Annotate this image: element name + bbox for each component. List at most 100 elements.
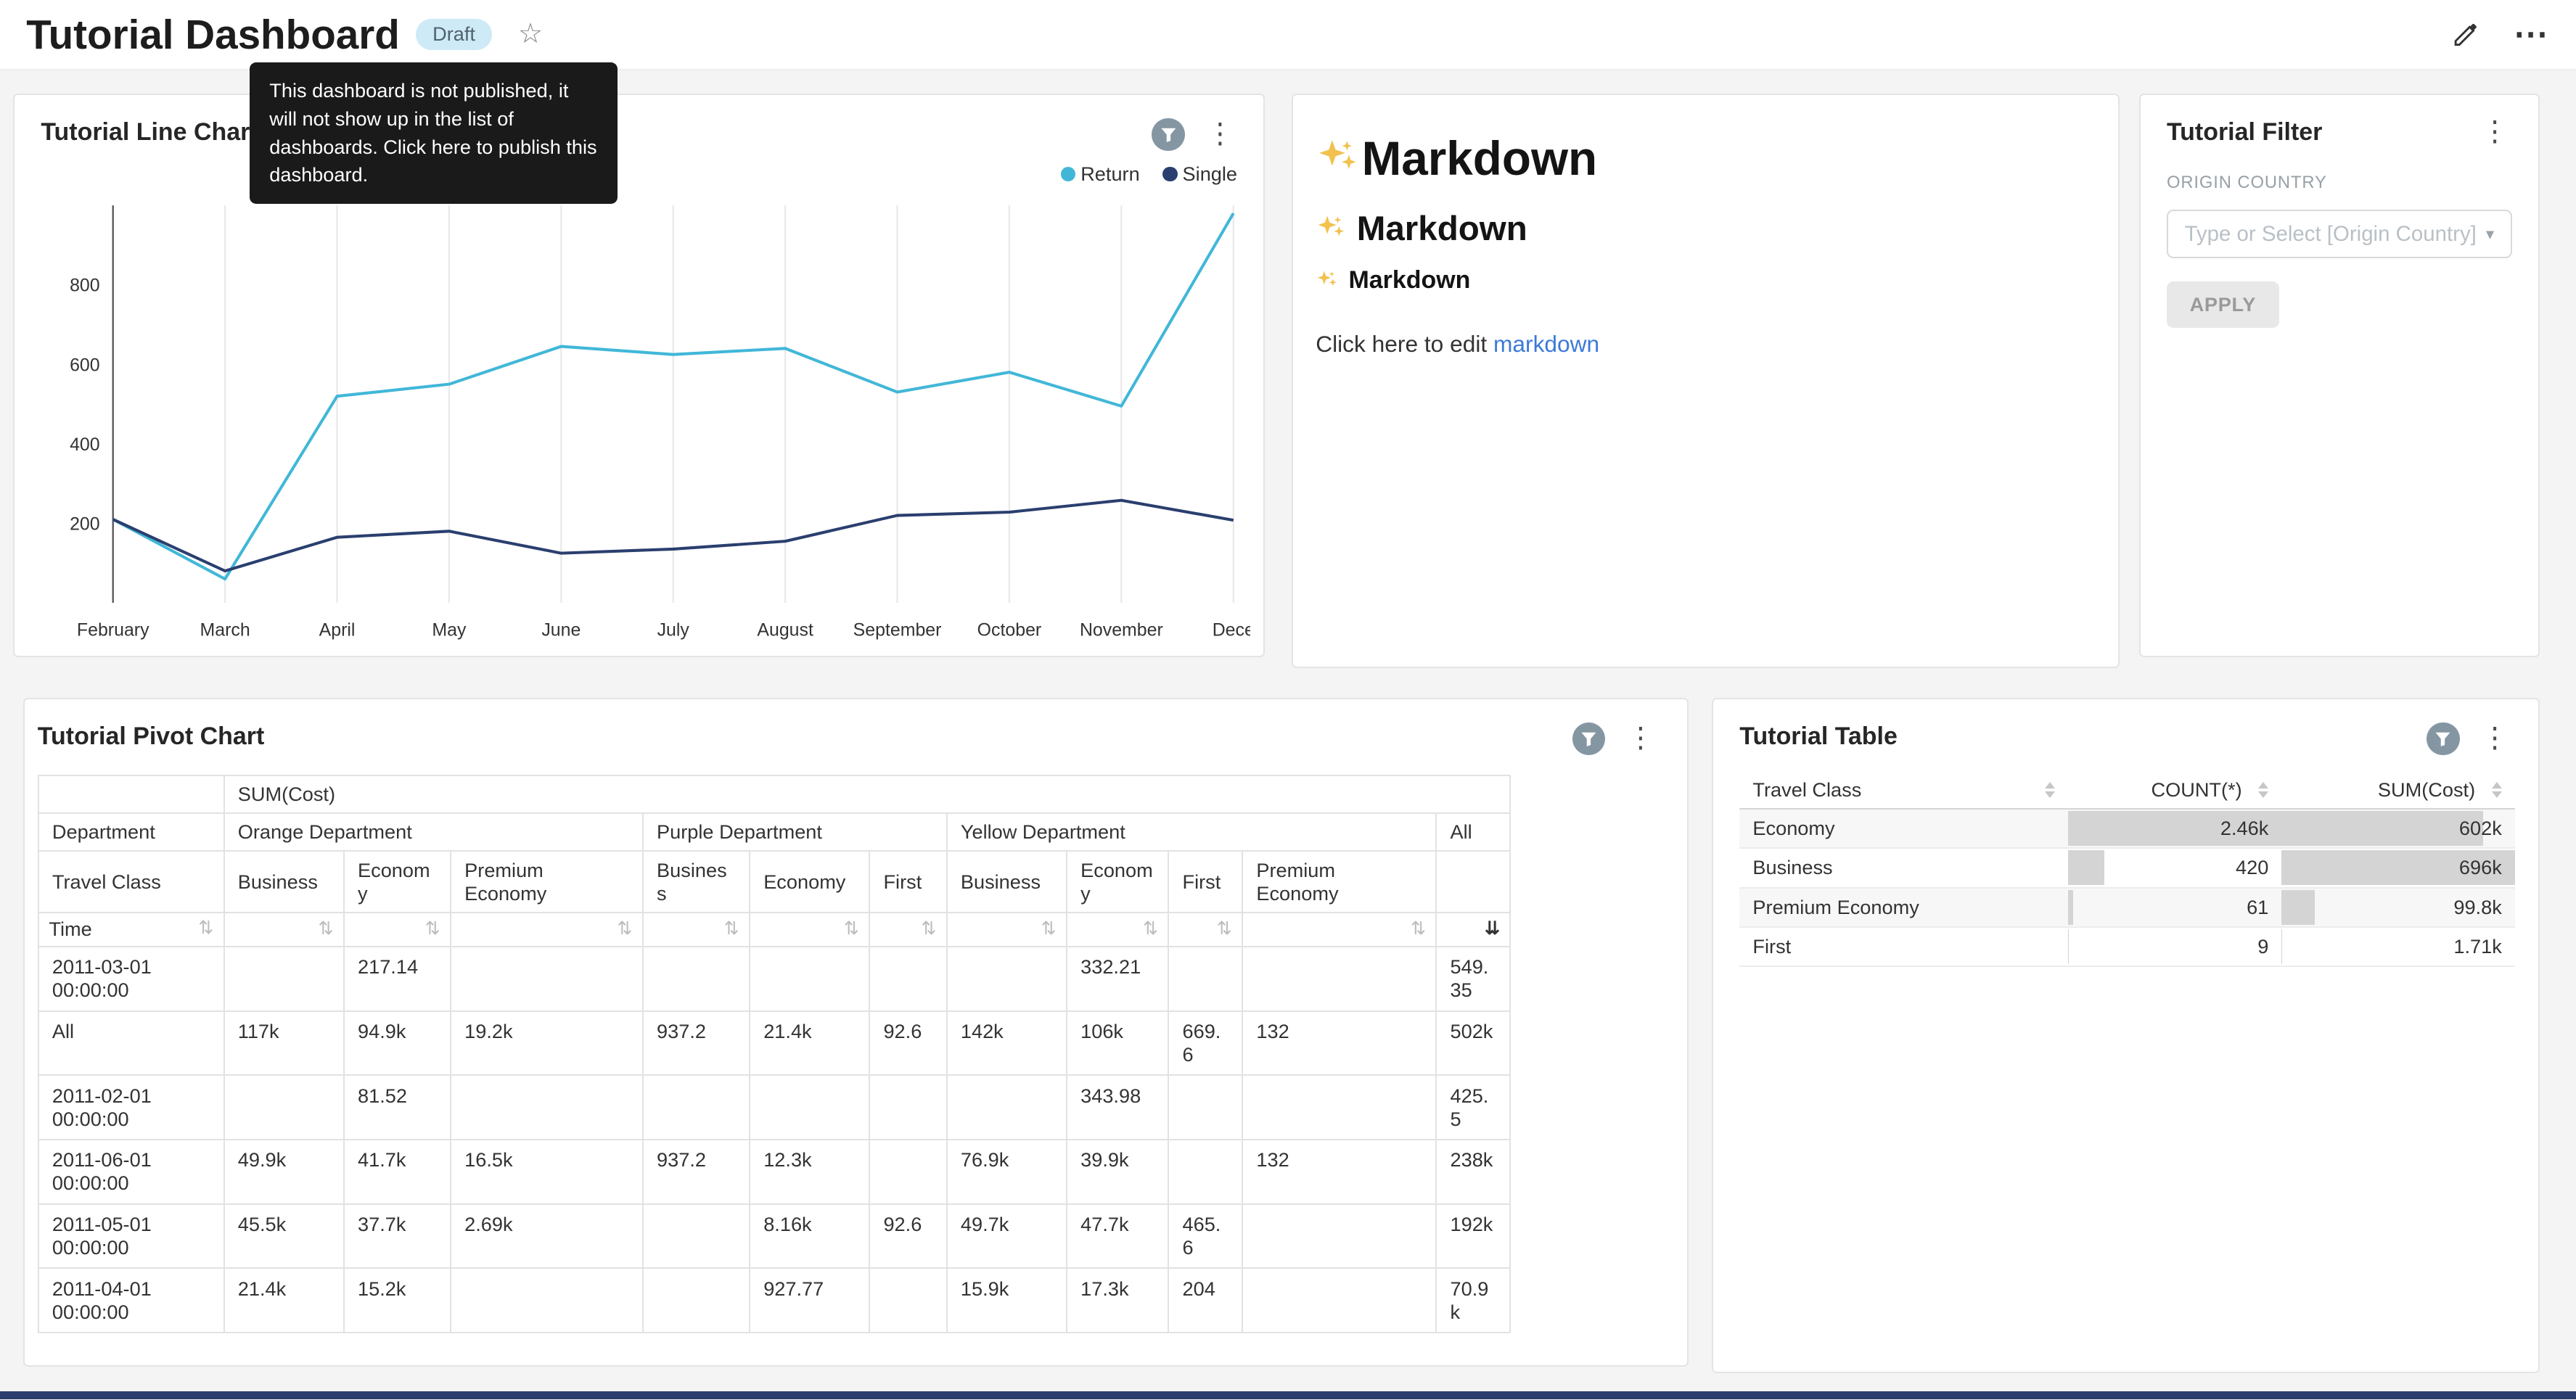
- svg-text:July: July: [657, 619, 690, 640]
- pivot-cell: 92.6: [869, 1203, 948, 1269]
- pivot-cell: [869, 946, 948, 1012]
- pivot-cell: 117k: [223, 1010, 345, 1076]
- pivot-cell: [641, 1203, 751, 1269]
- sort-icon[interactable]: ⇅: [1041, 918, 1057, 939]
- dashboard-header: Tutorial Dashboard Draft ☆ ⋯: [0, 0, 2576, 71]
- sort-icon[interactable]: ⇅: [843, 918, 859, 939]
- sort-icon[interactable]: ⇅: [921, 918, 937, 939]
- draft-status-badge[interactable]: Draft: [416, 19, 492, 51]
- table-header-row: Travel Class COUNT(*) SUM(Cost): [1739, 771, 2515, 810]
- filter-indicator-icon[interactable]: [2427, 722, 2460, 756]
- value-bar: [2068, 850, 2105, 886]
- sort-icon[interactable]: ⇅: [1216, 918, 1232, 939]
- sparkles-icon: [1316, 136, 1360, 181]
- pivot-metric-row: SUM(Cost): [37, 775, 1511, 815]
- markdown-h3: Markdown: [1316, 266, 2095, 295]
- pivot-cell: [223, 946, 345, 1012]
- pivot-cell: 669.6: [1168, 1010, 1244, 1076]
- cell-count: 61: [2068, 887, 2282, 928]
- sort-desc-icon[interactable]: ⇊: [1484, 918, 1500, 939]
- kebab-menu-icon[interactable]: ⋮: [1206, 118, 1234, 150]
- pivot-cell: 15.2k: [342, 1267, 452, 1333]
- svg-text:November: November: [1080, 619, 1163, 640]
- pivot-class-header: [1435, 850, 1511, 913]
- svg-text:400: 400: [70, 435, 101, 455]
- edit-dashboard-icon[interactable]: [2451, 20, 2481, 49]
- sort-icon[interactable]: [2258, 782, 2268, 799]
- pivot-row: 2011-05-01 00:00:00 45.5k 37.7k 2.69k 8.16k 9…: [37, 1203, 1511, 1269]
- filter-card: Tutorial Filter ⋮ ORIGIN COUNTRY Type or…: [2138, 94, 2540, 657]
- sort-icon[interactable]: ⇅: [1142, 918, 1158, 939]
- sort-icon[interactable]: ⇅: [617, 918, 633, 939]
- table-row: Business 420 696k: [1739, 848, 2515, 889]
- pivot-cell: 132: [1242, 1010, 1437, 1076]
- pivot-cell: 21.4k: [223, 1267, 345, 1333]
- pivot-class-header: Economy: [749, 850, 871, 913]
- pivot-group-header: All: [1435, 812, 1511, 852]
- page-title: Tutorial Dashboard: [26, 12, 400, 58]
- apply-button[interactable]: APPLY: [2166, 281, 2279, 328]
- filter-indicator-icon[interactable]: [1152, 118, 1185, 151]
- line-chart: 200 400 600 800 February March April May June Jul…: [70, 205, 1250, 640]
- pivot-class-header: Business: [946, 850, 1068, 913]
- pivot-cell: 192k: [1435, 1203, 1511, 1269]
- pivot-cell: 425.5: [1435, 1074, 1511, 1141]
- filter-card-title: Tutorial Filter: [2166, 118, 2323, 146]
- pivot-chart-title: Tutorial Pivot Chart: [37, 722, 265, 750]
- pivot-cell: 70.9k: [1435, 1267, 1511, 1333]
- legend-item-return[interactable]: Return: [1061, 162, 1140, 186]
- pivot-row-label: 2011-02-01 00:00:00: [37, 1074, 225, 1141]
- markdown-card: Markdown Markdown Markdown Click here to…: [1291, 94, 2120, 669]
- pivot-cell: [869, 1267, 948, 1333]
- pivot-cell: 217.14: [342, 946, 452, 1012]
- sort-icon[interactable]: ⇅: [198, 918, 214, 939]
- sort-icon[interactable]: [2492, 782, 2502, 799]
- filter-indicator-icon[interactable]: [1572, 722, 1606, 756]
- sort-icon[interactable]: ⇅: [1410, 918, 1426, 939]
- kebab-menu-icon[interactable]: ⋮: [1626, 722, 1655, 754]
- cell-travel-class: First: [1739, 926, 2069, 968]
- pivot-cell: [1168, 1074, 1244, 1141]
- pivot-cell: 76.9k: [946, 1139, 1068, 1205]
- pivot-group-header: Orange Department: [223, 812, 644, 852]
- column-header-count[interactable]: COUNT(*): [2068, 771, 2282, 810]
- kebab-menu-icon[interactable]: ⋮: [2480, 115, 2509, 147]
- value-bar: [2068, 811, 2282, 846]
- legend-item-single[interactable]: Single: [1162, 162, 1237, 186]
- pivot-col-dimension: Department: [37, 812, 225, 852]
- cell-count: 420: [2068, 848, 2282, 889]
- line-chart-card: Tutorial Line Chart ⋮ Return Single 200 4…: [13, 94, 1266, 657]
- pivot-table: SUM(Cost) Department Orange Department Purp…: [37, 775, 1511, 1333]
- sort-icon[interactable]: ⇅: [723, 918, 739, 939]
- kebab-menu-icon[interactable]: ⋮: [2480, 722, 2509, 754]
- pivot-cell: [1168, 946, 1244, 1012]
- more-menu-icon[interactable]: ⋯: [2513, 15, 2550, 54]
- svg-text:800: 800: [70, 276, 101, 296]
- favorite-star-icon[interactable]: ☆: [517, 18, 543, 50]
- pivot-chart-card: Tutorial Pivot Chart ⋮ SUM(Cost) Departme…: [22, 698, 1689, 1367]
- sort-icon[interactable]: ⇅: [318, 918, 334, 939]
- cell-count: 9: [2068, 926, 2282, 968]
- pivot-cell: 204: [1168, 1267, 1244, 1333]
- svg-text:October: October: [977, 619, 1042, 640]
- markdown-h2: Markdown: [1316, 209, 2095, 249]
- pivot-cell: [450, 1267, 644, 1333]
- markdown-link[interactable]: markdown: [1493, 331, 1600, 358]
- sort-icon[interactable]: ⇅: [424, 918, 440, 939]
- chart-legend: Return Single: [15, 151, 1263, 186]
- pivot-cell: 49.9k: [223, 1139, 345, 1205]
- cell-count: 2.46k: [2068, 808, 2282, 849]
- pivot-row-label: 2011-06-01 00:00:00: [37, 1139, 225, 1205]
- origin-country-select[interactable]: Type or Select [Origin Country] ▾: [2166, 209, 2512, 259]
- pivot-row: 2011-06-01 00:00:00 49.9k 41.7k 16.5k 937.2 1…: [37, 1139, 1511, 1205]
- table-row: Premium Economy 61 99.8k: [1739, 887, 2515, 928]
- bottom-bar: [0, 1391, 2576, 1399]
- column-header-travel-class[interactable]: Travel Class: [1739, 771, 2069, 810]
- pivot-group-header: Yellow Department: [946, 812, 1437, 852]
- column-header-sum[interactable]: SUM(Cost): [2281, 771, 2515, 810]
- pivot-cell: 465.6: [1168, 1203, 1244, 1269]
- pivot-row: All 117k 94.9k 19.2k 937.2 21.4k 92.6 142k 106k 6…: [37, 1010, 1511, 1076]
- pivot-cell: 37.7k: [342, 1203, 452, 1269]
- sort-icon[interactable]: [2045, 782, 2055, 799]
- pivot-class-header: First: [1168, 850, 1244, 913]
